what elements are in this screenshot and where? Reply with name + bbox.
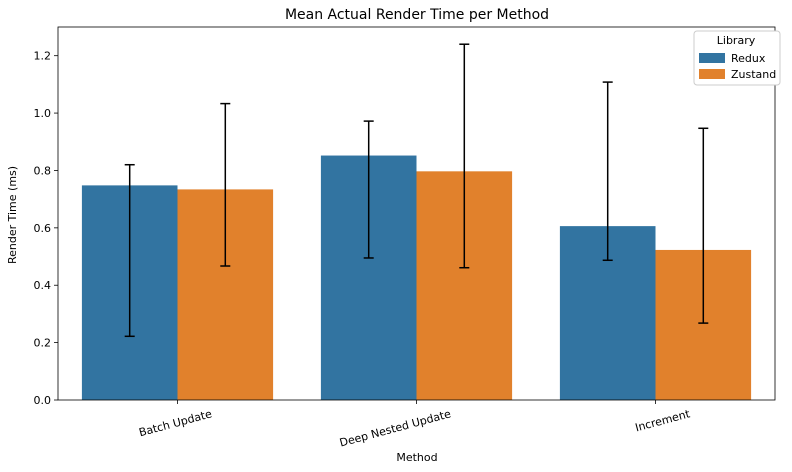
plot-area: 0.0 0.2 0.4 0.6 0.8 1.0 1.2 Batch Update Deep Ne… — [34, 26, 776, 450]
y-tick-label: 0.2 — [34, 337, 52, 350]
legend-title: Library — [717, 34, 756, 47]
legend: Library Redux Zustand — [693, 30, 781, 86]
y-tick-label: 1.2 — [34, 50, 52, 63]
x-tick-label: Batch Update — [137, 407, 213, 439]
x-tick-label: Deep Nested Update — [338, 407, 452, 449]
legend-swatch-redux — [699, 53, 725, 63]
legend-swatch-zustand — [699, 69, 725, 79]
x-axis-label: Method — [396, 451, 437, 464]
y-tick-label: 0.0 — [34, 394, 52, 407]
axes-frame — [57, 26, 776, 401]
chart-title: Mean Actual Render Time per Method — [285, 7, 549, 23]
legend-label-zustand: Zustand — [731, 68, 776, 81]
y-tick-label: 0.8 — [34, 164, 52, 177]
legend-label-redux: Redux — [731, 52, 766, 65]
y-axis-label: Render Time (ms) — [6, 166, 19, 264]
legend-items: Redux Zustand — [699, 52, 776, 81]
y-tick-label: 1.0 — [34, 107, 52, 120]
y-tick-label: 0.4 — [34, 279, 52, 292]
y-tick-label: 0.6 — [34, 222, 52, 235]
x-tick-label: Increment — [634, 407, 692, 434]
